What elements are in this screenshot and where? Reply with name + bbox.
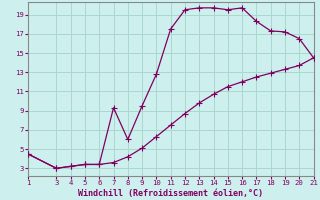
X-axis label: Windchill (Refroidissement éolien,°C): Windchill (Refroidissement éolien,°C) [78, 189, 263, 198]
